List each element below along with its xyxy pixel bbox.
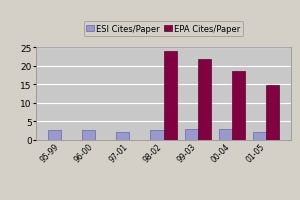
Bar xyxy=(266,85,279,140)
Bar xyxy=(151,131,164,140)
Legend: ESI Cites/Paper, EPA Cites/Paper: ESI Cites/Paper, EPA Cites/Paper xyxy=(84,22,243,37)
Bar xyxy=(82,130,95,140)
Bar xyxy=(198,60,211,140)
Bar xyxy=(232,71,245,140)
Bar xyxy=(253,132,266,140)
Bar xyxy=(185,129,198,140)
Bar xyxy=(116,132,129,140)
Bar xyxy=(219,130,232,140)
Bar xyxy=(48,131,61,140)
Bar xyxy=(164,52,176,140)
